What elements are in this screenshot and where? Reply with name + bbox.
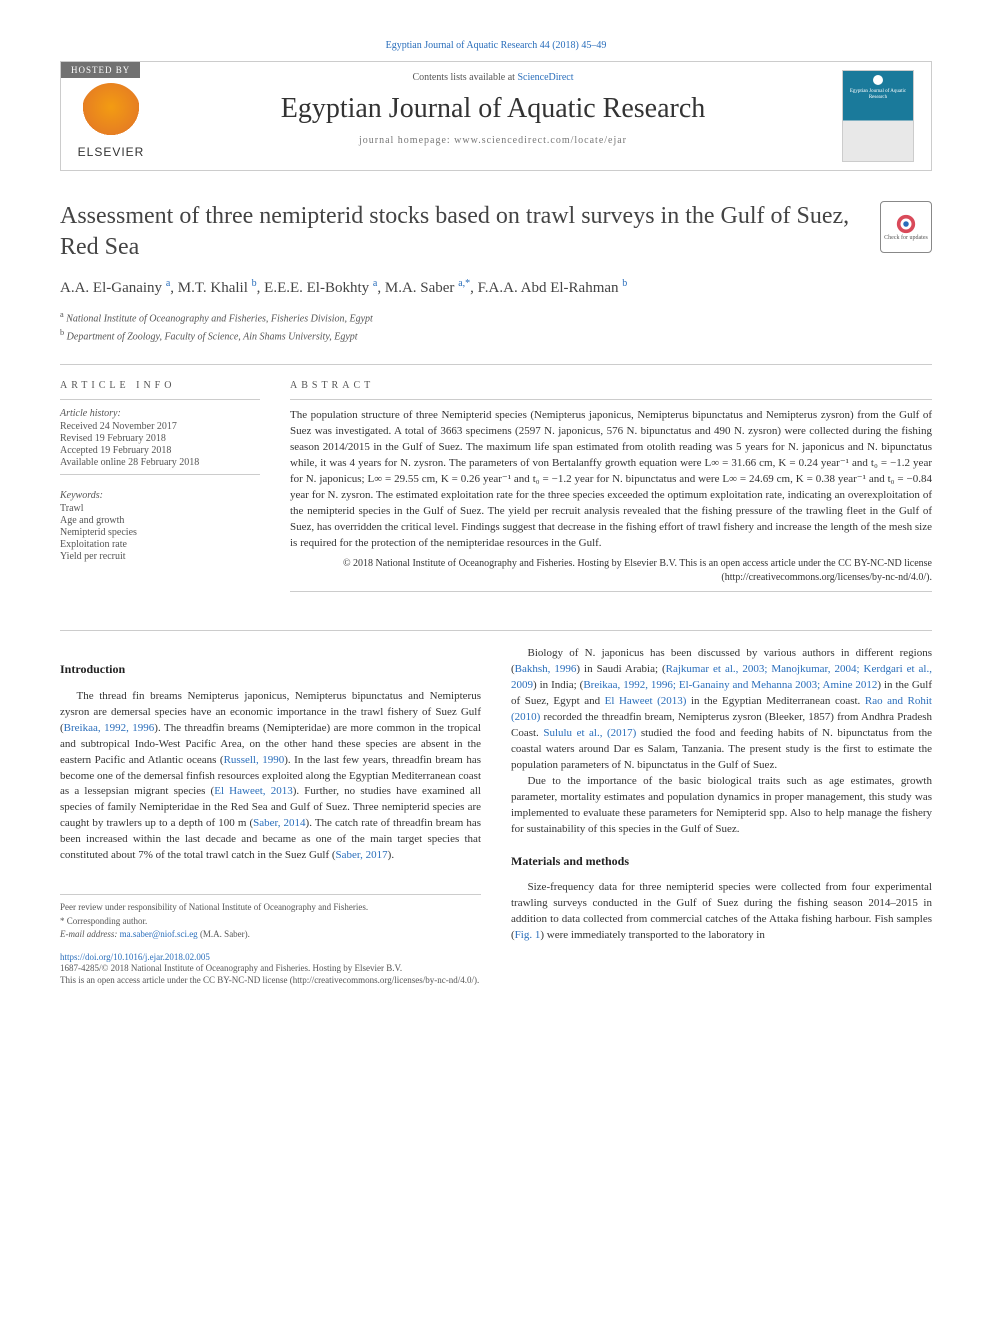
- body-columns: Introduction The thread fin breams Nemip…: [60, 646, 932, 943]
- article-title: Assessment of three nemipterid stocks ba…: [60, 201, 860, 263]
- keyword-4: Yield per recruit: [60, 551, 260, 562]
- oa-line: This is an open access article under the…: [60, 974, 932, 987]
- doi-link[interactable]: https://doi.org/10.1016/j.ejar.2018.02.0…: [60, 952, 210, 962]
- info-heading: ARTICLE INFO: [60, 380, 260, 391]
- abstract-text: The population structure of three Nemipt…: [290, 408, 932, 551]
- top-citation-link[interactable]: Egyptian Journal of Aquatic Research 44 …: [386, 40, 607, 51]
- aff-text-a: National Institute of Oceanography and F…: [66, 314, 373, 325]
- abstract-heading: ABSTRACT: [290, 380, 932, 391]
- elsevier-tree-icon: [81, 83, 141, 143]
- intro-heading: Introduction: [60, 661, 481, 678]
- ref-breikaa[interactable]: Breikaa, 1992, 1996: [64, 722, 155, 734]
- authors: A.A. El-Ganainy a, M.T. Khalil b, E.E.E.…: [60, 278, 932, 297]
- journal-homepage: journal homepage: www.sciencedirect.com/…: [161, 135, 825, 146]
- col2-text-b: ) in Saudi Arabia; (: [576, 663, 665, 675]
- ref-saber2014[interactable]: Saber, 2014: [253, 817, 305, 829]
- col2-p2: Due to the importance of the basic biolo…: [511, 774, 932, 838]
- sciencedirect-link[interactable]: ScienceDirect: [517, 72, 573, 83]
- divider-2: [60, 630, 932, 631]
- contents-line: Contents lists available at ScienceDirec…: [161, 72, 825, 83]
- keyword-0: Trawl: [60, 503, 260, 514]
- elsevier-logo: ELSEVIER: [61, 78, 161, 164]
- col2-p1: Biology of N. japonicus has been discuss…: [511, 646, 932, 774]
- ref-saber2017[interactable]: Saber, 2017: [336, 849, 388, 861]
- history-received: Received 24 November 2017: [60, 421, 260, 432]
- ref-russell[interactable]: Russell, 1990: [224, 754, 285, 766]
- ref-elhaweet2[interactable]: El Haweet (2013): [605, 695, 687, 707]
- email-line: E-mail address: ma.saber@niof.sci.eg (M.…: [60, 928, 481, 942]
- oa-cc-link[interactable]: http://creativecommons.org/licenses/by-n…: [293, 975, 474, 985]
- history-online: Available online 28 February 2018: [60, 457, 260, 468]
- journal-cover: Egyptian Journal of Aquatic Research: [825, 62, 931, 170]
- email-label: E-mail address:: [60, 929, 120, 939]
- ref-breikaa2[interactable]: Breikaa, 1992, 1996; El-Ganainy and Meha…: [583, 679, 877, 691]
- info-divider-1: [60, 399, 260, 400]
- ref-elhaweet[interactable]: El Haweet, 2013: [214, 785, 292, 797]
- aff-sup-b: b: [60, 328, 64, 337]
- ref-sululu[interactable]: Sululu et al., (2017): [543, 727, 636, 739]
- cc-link[interactable]: http://creativecommons.org/licenses/by-n…: [725, 572, 926, 583]
- ref-bakhsh[interactable]: Bakhsh, 1996: [515, 663, 577, 675]
- article-info: ARTICLE INFO Article history: Received 2…: [60, 380, 260, 600]
- methods-heading: Materials and methods: [511, 853, 932, 870]
- aff-text-b: Department of Zoology, Faculty of Scienc…: [67, 331, 358, 342]
- corresponding-author: * Corresponding author.: [60, 915, 481, 929]
- check-updates-icon: [895, 213, 917, 235]
- footer-notes: Peer review under responsibility of Nati…: [60, 894, 481, 942]
- email-suffix: (M.A. Saber).: [198, 929, 250, 939]
- email-link[interactable]: ma.saber@niof.sci.eg: [120, 929, 198, 939]
- hosted-by-badge: HOSTED BY: [61, 62, 140, 78]
- issn-line: 1687-4285/© 2018 National Institute of O…: [60, 962, 932, 975]
- history-accepted: Accepted 19 February 2018: [60, 445, 260, 456]
- column-left: Introduction The thread fin breams Nemip…: [60, 646, 481, 943]
- keyword-1: Age and growth: [60, 515, 260, 526]
- contents-prefix: Contents lists available at: [412, 72, 517, 83]
- peer-review-note: Peer review under responsibility of Nati…: [60, 901, 481, 915]
- keyword-3: Exploitation rate: [60, 539, 260, 550]
- info-divider-2: [60, 474, 260, 475]
- methods-text-b: ) were immediately transported to the la…: [540, 929, 765, 941]
- abstract-copyright: © 2018 National Institute of Oceanograph…: [290, 557, 932, 585]
- keyword-2: Nemipterid species: [60, 527, 260, 538]
- elsevier-text: ELSEVIER: [78, 145, 145, 159]
- methods-p1: Size-frequency data for three nemipterid…: [511, 880, 932, 944]
- intro-text-f: ).: [388, 849, 394, 861]
- history-revised: Revised 19 February 2018: [60, 433, 260, 444]
- journal-header: HOSTED BY ELSEVIER Contents lists availa…: [60, 61, 932, 171]
- abstract-divider-bottom: [290, 591, 932, 592]
- oa-text-a: This is an open access article under the…: [60, 975, 293, 985]
- aff-sup-a: a: [60, 310, 64, 319]
- col2-text-e: in the Egyptian Mediterranean coast.: [686, 695, 864, 707]
- divider: [60, 364, 932, 365]
- ref-fig1[interactable]: Fig. 1: [515, 929, 541, 941]
- history-label: Article history:: [60, 408, 260, 419]
- doi-line: https://doi.org/10.1016/j.ejar.2018.02.0…: [60, 952, 932, 962]
- journal-title: Egyptian Journal of Aquatic Research: [161, 93, 825, 125]
- keywords-label: Keywords:: [60, 490, 260, 501]
- abstract-divider: [290, 399, 932, 400]
- affiliation-b: b Department of Zoology, Faculty of Scie…: [60, 327, 932, 344]
- copyright-close: ).: [926, 572, 932, 583]
- affiliation-a: a National Institute of Oceanography and…: [60, 309, 932, 326]
- check-updates-label: Check for updates: [884, 235, 928, 241]
- affiliations: a National Institute of Oceanography and…: [60, 309, 932, 344]
- col2-text-c: ) in India; (: [533, 679, 583, 691]
- cover-title: Egyptian Journal of Aquatic Research: [843, 89, 913, 101]
- top-citation: Egyptian Journal of Aquatic Research 44 …: [60, 40, 932, 51]
- cover-image: Egyptian Journal of Aquatic Research: [842, 70, 914, 162]
- intro-p1: The thread fin breams Nemipterus japonic…: [60, 689, 481, 864]
- abstract: ABSTRACT The population structure of thr…: [290, 380, 932, 600]
- column-right: Biology of N. japonicus has been discuss…: [511, 646, 932, 943]
- check-updates-badge[interactable]: Check for updates: [880, 201, 932, 253]
- oa-text-b: ).: [474, 975, 479, 985]
